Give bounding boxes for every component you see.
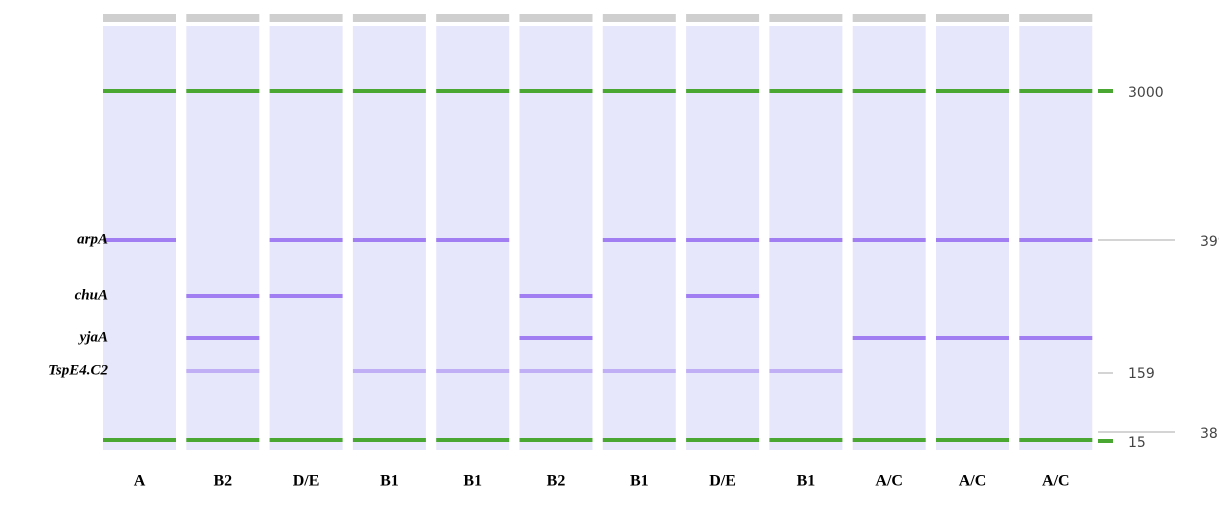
lane-label: B1 <box>797 473 816 490</box>
lane-label: B2 <box>547 473 566 490</box>
marker-band <box>686 438 759 442</box>
ladder-label: 159 <box>1128 366 1155 382</box>
band <box>603 238 676 242</box>
band <box>853 238 926 242</box>
band <box>520 294 593 298</box>
band <box>686 294 759 298</box>
marker-band <box>853 438 926 442</box>
marker-band <box>686 89 759 93</box>
well <box>1019 14 1092 22</box>
gene-label: chuA <box>75 287 108 303</box>
lane-label: A/C <box>875 473 903 490</box>
gene-label: TspE4.C2 <box>48 362 108 378</box>
marker-band <box>1019 89 1092 93</box>
marker-band <box>853 89 926 93</box>
lane-label: B1 <box>630 473 649 490</box>
marker-band <box>769 438 842 442</box>
well <box>603 14 676 22</box>
band <box>520 336 593 340</box>
well <box>436 14 509 22</box>
marker-band <box>603 89 676 93</box>
lane-label: D/E <box>709 473 736 490</box>
well <box>186 14 259 22</box>
band <box>186 369 259 373</box>
band <box>353 238 426 242</box>
band <box>1019 238 1092 242</box>
ladder-label: 3000 <box>1128 85 1164 101</box>
band <box>936 238 1009 242</box>
marker-band <box>270 89 343 93</box>
band <box>186 294 259 298</box>
band <box>853 336 926 340</box>
marker-band <box>520 438 593 442</box>
band <box>436 238 509 242</box>
band <box>270 294 343 298</box>
marker-band <box>353 89 426 93</box>
gene-label: yjaA <box>78 329 108 345</box>
gene-label: arpA <box>77 231 108 247</box>
band <box>1019 336 1092 340</box>
ladder-label: 15 <box>1128 435 1146 451</box>
marker-band <box>520 89 593 93</box>
ladder-label: 399 <box>1200 234 1219 250</box>
band <box>936 336 1009 340</box>
lane-label: D/E <box>293 473 320 490</box>
well <box>270 14 343 22</box>
lane-label: A/C <box>1042 473 1070 490</box>
band <box>686 369 759 373</box>
lane-label: B1 <box>380 473 399 490</box>
gel-image: A B2 D/E B1 B1 B2 B1 D/E B1 A/C A/C A/C arpA chuA yjaA… <box>0 0 1219 512</box>
marker-band <box>353 438 426 442</box>
marker-band <box>936 438 1009 442</box>
well <box>103 14 176 22</box>
well <box>936 14 1009 22</box>
well <box>769 14 842 22</box>
well <box>353 14 426 22</box>
marker-band <box>603 438 676 442</box>
band <box>520 369 593 373</box>
marker-band <box>186 438 259 442</box>
well <box>853 14 926 22</box>
band <box>769 369 842 373</box>
lane-label: B1 <box>463 473 482 490</box>
marker-band <box>436 438 509 442</box>
lane-label: A/C <box>959 473 987 490</box>
marker-band <box>186 89 259 93</box>
ladder-label: 38 <box>1200 426 1218 442</box>
lane-label: B2 <box>213 473 232 490</box>
well <box>686 14 759 22</box>
band <box>103 238 176 242</box>
marker-band <box>103 89 176 93</box>
marker-band <box>270 438 343 442</box>
well <box>520 14 593 22</box>
marker-band <box>936 89 1009 93</box>
band <box>603 369 676 373</box>
band <box>769 238 842 242</box>
marker-band <box>103 438 176 442</box>
band <box>436 369 509 373</box>
band <box>686 238 759 242</box>
marker-band <box>1019 438 1092 442</box>
band <box>353 369 426 373</box>
band <box>270 238 343 242</box>
band <box>186 336 259 340</box>
lane-label: A <box>134 473 146 490</box>
marker-band <box>436 89 509 93</box>
marker-band <box>769 89 842 93</box>
